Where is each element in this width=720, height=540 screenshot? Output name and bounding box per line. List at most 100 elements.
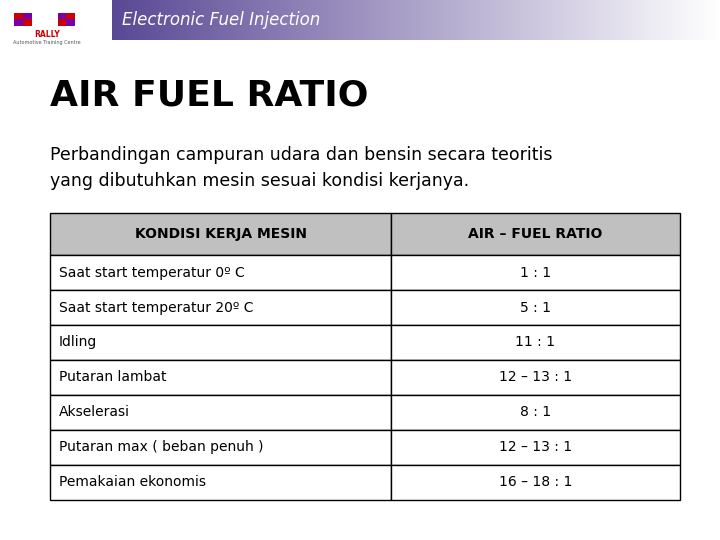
Bar	[590, 0, 594, 40]
Bar	[302, 0, 306, 40]
Bar	[653, 0, 657, 40]
Bar	[365, 0, 369, 40]
Bar	[320, 0, 324, 40]
Bar	[688, 0, 691, 40]
Bar	[625, 0, 628, 40]
Bar	[509, 0, 513, 40]
Bar	[294, 0, 297, 40]
Bar	[600, 0, 604, 40]
Bar	[209, 0, 212, 40]
Bar	[0, 0, 112, 40]
Bar	[296, 0, 300, 40]
Bar	[225, 0, 229, 40]
Bar	[450, 0, 454, 40]
Bar	[134, 0, 138, 40]
Bar	[507, 0, 510, 40]
Bar	[635, 0, 639, 40]
Bar	[527, 0, 531, 40]
Bar	[50, 430, 391, 464]
Bar	[347, 0, 351, 40]
Bar	[260, 0, 263, 40]
Bar	[373, 0, 377, 40]
Bar	[526, 0, 528, 40]
Bar	[23, 13, 32, 19]
Bar	[168, 0, 172, 40]
Bar	[428, 0, 431, 40]
Bar	[416, 0, 419, 40]
Bar	[412, 0, 415, 40]
Bar	[150, 0, 153, 40]
Bar	[335, 0, 338, 40]
Text: Electronic Fuel Injection: Electronic Fuel Injection	[122, 11, 320, 29]
Bar	[537, 0, 541, 40]
Bar	[156, 0, 160, 40]
Bar	[482, 0, 486, 40]
Bar	[292, 0, 296, 40]
Bar	[673, 0, 677, 40]
Bar	[574, 0, 577, 40]
Bar	[420, 0, 423, 40]
Bar	[114, 0, 117, 40]
Bar	[367, 0, 371, 40]
Bar	[572, 0, 575, 40]
Bar	[536, 0, 539, 40]
Bar	[120, 0, 123, 40]
Bar	[505, 0, 508, 40]
Bar	[487, 0, 490, 40]
Bar	[685, 0, 689, 40]
Bar	[274, 0, 277, 40]
Bar	[246, 0, 249, 40]
Bar	[126, 0, 130, 40]
Bar	[541, 0, 545, 40]
Bar	[284, 0, 287, 40]
Bar	[377, 0, 381, 40]
Bar	[616, 0, 620, 40]
Bar	[678, 0, 681, 40]
Bar	[613, 0, 616, 40]
Bar	[173, 0, 176, 40]
Bar	[390, 0, 393, 40]
Bar	[683, 0, 687, 40]
Bar	[621, 0, 624, 40]
Bar	[241, 0, 245, 40]
Text: Idling: Idling	[59, 335, 97, 349]
Bar	[546, 0, 549, 40]
Bar	[256, 0, 259, 40]
Bar	[390, 464, 680, 500]
Text: 11 : 1: 11 : 1	[516, 335, 556, 349]
Bar	[582, 0, 585, 40]
Bar	[442, 0, 446, 40]
Bar	[544, 0, 547, 40]
Bar	[363, 0, 366, 40]
Bar	[534, 0, 537, 40]
Bar	[643, 0, 647, 40]
Bar	[647, 0, 650, 40]
Bar	[523, 0, 527, 40]
Bar	[564, 0, 567, 40]
Bar	[568, 0, 572, 40]
Bar	[696, 0, 699, 40]
Bar	[606, 0, 610, 40]
Bar	[548, 0, 551, 40]
Bar	[270, 0, 274, 40]
Bar	[310, 0, 314, 40]
Bar	[608, 0, 612, 40]
Bar	[623, 0, 626, 40]
Bar	[243, 0, 247, 40]
Bar	[414, 0, 418, 40]
Bar	[148, 0, 152, 40]
Bar	[714, 0, 717, 40]
Bar	[140, 0, 143, 40]
Bar	[221, 0, 225, 40]
Bar	[193, 0, 196, 40]
Bar	[144, 0, 148, 40]
Bar	[405, 0, 409, 40]
Bar	[229, 0, 233, 40]
Bar	[176, 0, 180, 40]
Bar	[499, 0, 503, 40]
Bar	[549, 0, 553, 40]
Bar	[50, 360, 391, 395]
Bar	[231, 0, 235, 40]
Bar	[50, 255, 391, 290]
Bar	[154, 0, 158, 40]
